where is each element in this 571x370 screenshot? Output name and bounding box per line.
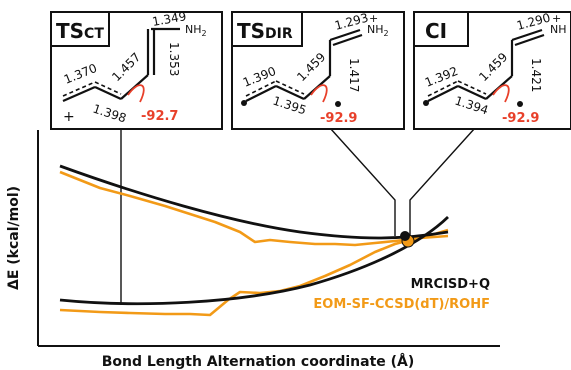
bond-a-dash: [62, 81, 96, 97]
panel-ci: CI 1.392 1.394 1.459 1.290 1.421 + NH -9…: [413, 10, 571, 130]
bond-label: 1.349: [151, 9, 187, 29]
radical-dot: [335, 101, 341, 107]
terminal-group: NH2: [367, 23, 389, 38]
bond-e: [511, 28, 543, 42]
terminal-charge: +: [369, 12, 378, 25]
bond-e-double: [332, 33, 363, 47]
bond-b-dash: [275, 80, 305, 95]
terminal-group: NH2: [185, 23, 207, 38]
connector-ts-dir: [329, 127, 396, 236]
panel-ts-dir-title: TSDIR: [237, 19, 293, 43]
panel-ts-ct-frame: [50, 11, 223, 130]
bond-b-dash: [457, 80, 487, 95]
curve-mrci-lower: [59, 215, 449, 306]
bond-a: [62, 85, 96, 103]
bond-a-dash: [245, 80, 277, 97]
curve-mrci-upper: [59, 164, 449, 240]
radical-dot: [423, 100, 429, 106]
legend-eom: EOM-SF-CCSD(dT)/ROHF: [313, 297, 490, 312]
x-axis-label: Bond Length Alternation coordinate (Å): [102, 353, 415, 370]
terminal-charge: +: [552, 12, 561, 25]
curve-eom-upper: [59, 170, 449, 247]
terminal-group: NH: [550, 23, 567, 36]
bond-label: 1.421: [529, 58, 543, 92]
rotation-arrow-icon: [127, 84, 145, 103]
bond-e: [329, 28, 361, 42]
bond-b: [275, 85, 305, 100]
bond-label: 1.353: [167, 42, 181, 76]
panel-ts-ct: TSCT 1.370 1.398 1.457 1.349 1.353 NH2 +…: [50, 9, 223, 130]
bond-b: [457, 85, 487, 100]
radical-dot: [517, 101, 523, 107]
dihedral-label: -92.9: [502, 111, 539, 126]
panel-ts-dir-tab: [231, 11, 303, 47]
connector-ci: [409, 127, 476, 236]
bond-a-dash: [427, 80, 459, 97]
bond-label: 1.417: [347, 58, 361, 92]
legend-mrci: MRCISD+Q: [411, 277, 490, 292]
curve-eom-lower: [59, 228, 449, 317]
radical-dot: [241, 100, 247, 106]
bond-a: [245, 85, 277, 102]
panel-ci-title: CI: [425, 19, 447, 43]
ci-marker-mrci: [400, 231, 410, 241]
bond-b: [94, 86, 122, 100]
bond-e-double: [514, 33, 545, 47]
rotation-arrow-icon: [492, 84, 510, 103]
panel-ts-dir: TSDIR 1.390 1.395 1.459 1.293 1.417 + NH…: [231, 10, 405, 130]
charge-label: +: [63, 109, 75, 125]
rotation-arrow-icon: [310, 84, 328, 103]
panel-ts-ct-tab: [50, 11, 110, 47]
dihedral-label: -92.7: [141, 109, 178, 124]
panel-ts-ct-title: TSCT: [56, 19, 104, 43]
bond-a: [427, 85, 459, 102]
dihedral-label: -92.9: [320, 111, 357, 126]
y-axis-label: ΔE (kcal/mol): [6, 186, 22, 290]
panel-ci-tab: [413, 11, 469, 47]
bond-b-dash: [94, 81, 122, 95]
